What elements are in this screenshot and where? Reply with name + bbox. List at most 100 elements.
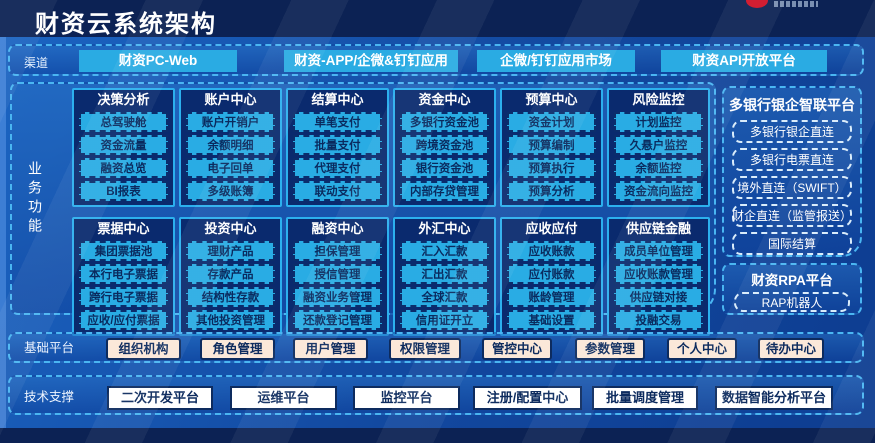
base-item-users: 用户管理: [293, 338, 368, 360]
module-item: 融资业务管理: [293, 287, 382, 307]
module-card-bills-center: 票据中心 集团票据池 本行电子票据 跨行电子票据 应收/应付票据: [72, 217, 175, 336]
module-card-supply-chain-finance: 供应链金融 成员单位管理 应收账款管理 供应链对接 投融交易: [607, 217, 710, 336]
tech-item-ops-platform: 运维平台: [230, 386, 337, 410]
module-item: 跨境资金池: [400, 135, 489, 155]
base-item-control: 管控中心: [482, 338, 552, 360]
base-item-permissions: 权限管理: [389, 338, 461, 360]
module-item: 总驾驶舱: [79, 112, 168, 132]
brand-logo-text: [774, 1, 818, 7]
module-item: 单笔支付: [293, 112, 382, 132]
tech-item-monitoring: 监控平台: [353, 386, 460, 410]
bank-link-title: 多银行银企智联平台: [729, 97, 855, 113]
rpa-title: 财资RPA平台: [751, 273, 833, 288]
module-card-decision-analysis: 决策分析 总驾驶舱 资金流量 融资总览 BI报表: [72, 88, 175, 207]
module-item: 资金流向监控: [614, 181, 703, 201]
module-item: 融资总览: [79, 158, 168, 178]
module-item: 账户开销户: [186, 112, 275, 132]
bank-link-item: 财企直连（监管报送）: [732, 204, 852, 227]
module-card-settlement-center: 结算中心 单笔支付 批量支付 代理支付 联动支付: [286, 88, 389, 207]
module-item: 资金计划: [507, 112, 596, 132]
module-item: 预算分析: [507, 181, 596, 201]
module-item: 汇入汇款: [400, 241, 489, 261]
tech-support-label: 技术支撑: [24, 390, 75, 404]
module-title: 决策分析: [97, 92, 150, 107]
module-item: 还款登记管理: [293, 310, 382, 330]
module-item: 跨行电子票据: [79, 287, 168, 307]
module-item: 预算编制: [507, 135, 596, 155]
tech-item-batch-schedule: 批量调度管理: [592, 386, 698, 410]
module-card-funds-center: 资金中心 多银行资金池 跨境资金池 银行资金池 内部存贷管理: [393, 88, 496, 207]
base-platform-row: 基础平台 组织机构 角色管理 用户管理 权限管理 管控中心 参数管理 个人中心 …: [8, 332, 864, 363]
module-item: 多银行资金池: [400, 112, 489, 132]
module-card-risk-monitoring: 风险监控 计划监控 久悬户监控 余额监控 资金流向监控: [607, 88, 710, 207]
module-item: 本行电子票据: [79, 264, 168, 284]
module-title: 预算中心: [525, 92, 578, 107]
tech-support-row: 技术支撑 二次开发平台 运维平台 监控平台 注册/配置中心 批量调度管理 数据智…: [8, 375, 864, 415]
module-item: 应收/应付票据: [79, 310, 168, 330]
channel-open-api: 财资API开放平台: [661, 50, 827, 72]
bank-link-item: 多银行银企直连: [732, 120, 852, 143]
module-title: 外汇中心: [418, 221, 471, 236]
base-platform-label: 基础平台: [24, 341, 75, 355]
module-item: 全球汇款: [400, 287, 489, 307]
module-item: 代理支付: [293, 158, 382, 178]
module-title: 票据中心: [97, 221, 150, 236]
module-item: 资金流量: [79, 135, 168, 155]
tech-item-data-analysis: 数据智能分析平台: [715, 386, 833, 410]
module-item: 内部存贷管理: [400, 181, 489, 201]
module-item: 账龄管理: [507, 287, 596, 307]
module-item: 基础设置: [507, 310, 596, 330]
module-title: 投资中心: [204, 221, 257, 236]
module-item: 应收账款: [507, 241, 596, 261]
module-title: 应收应付: [525, 221, 578, 236]
module-item: 电子回单: [186, 158, 275, 178]
module-item: 供应链对接: [614, 287, 703, 307]
module-grid: 决策分析 总驾驶舱 资金流量 融资总览 BI报表 账户中心 账户开销户 余额明细…: [72, 88, 710, 336]
business-functions-label: 业务功能: [27, 160, 43, 237]
module-item: 应收账款管理: [614, 264, 703, 284]
module-item: 余额明细: [186, 135, 275, 155]
business-functions-panel: 业务功能 决策分析 总驾驶舱 资金流量 融资总览 BI报表 账户中心 账户开销户…: [10, 82, 716, 336]
module-item: 多级账簿: [186, 181, 275, 201]
module-item: 担保管理: [293, 241, 382, 261]
module-card-forex-center: 外汇中心 汇入汇款 汇出汇款 全球汇款 信用证开立: [393, 217, 496, 336]
module-item: BI报表: [79, 181, 168, 201]
module-item: 成员单位管理: [614, 241, 703, 261]
module-item: 存款产品: [186, 264, 275, 284]
module-item: 授信管理: [293, 264, 382, 284]
rpa-panel: 财资RPA平台 RAP机器人: [722, 263, 862, 315]
rpa-item: RAP机器人: [734, 292, 850, 312]
module-title: 供应链金融: [625, 221, 691, 236]
module-item: 理财产品: [186, 241, 275, 261]
channel-marketplace: 企微/钉钉应用市场: [477, 50, 635, 72]
tech-item-dev-platform: 二次开发平台: [107, 386, 213, 410]
bank-link-item: 多银行电票直连: [732, 148, 852, 171]
module-item: 信用证开立: [400, 310, 489, 330]
module-item: 应付账款: [507, 264, 596, 284]
base-item-todo: 待办中心: [758, 338, 824, 360]
module-title: 融资中心: [311, 221, 364, 236]
base-item-org: 组织机构: [106, 338, 181, 360]
module-title: 资金中心: [418, 92, 471, 107]
module-item: 批量支付: [293, 135, 382, 155]
left-edge-highlight: [0, 37, 6, 428]
tech-item-registry: 注册/配置中心: [473, 386, 582, 410]
module-item: 计划监控: [614, 112, 703, 132]
bank-link-panel: 多银行银企智联平台 多银行银企直连 多银行电票直连 境外直连（SWIFT） 财企…: [722, 86, 862, 257]
module-item: 余额监控: [614, 158, 703, 178]
module-item: 其他投资管理: [186, 310, 275, 330]
module-title: 账户中心: [204, 92, 257, 107]
base-item-parameters: 参数管理: [575, 338, 645, 360]
module-item: 汇出汇款: [400, 264, 489, 284]
module-item: 银行资金池: [400, 158, 489, 178]
module-item: 投融交易: [614, 310, 703, 330]
module-title: 风险监控: [632, 92, 685, 107]
brand-logo-icon: [746, 0, 768, 8]
module-item: 久悬户监控: [614, 135, 703, 155]
base-item-personal: 个人中心: [667, 338, 737, 360]
base-item-roles: 角色管理: [200, 338, 275, 360]
module-card-budget-center: 预算中心 资金计划 预算编制 预算执行 预算分析: [500, 88, 603, 207]
module-card-account-center: 账户中心 账户开销户 余额明细 电子回单 多级账簿: [179, 88, 282, 207]
channel-pc-web: 财资PC-Web: [79, 50, 237, 72]
channels-label: 渠道: [24, 56, 49, 70]
